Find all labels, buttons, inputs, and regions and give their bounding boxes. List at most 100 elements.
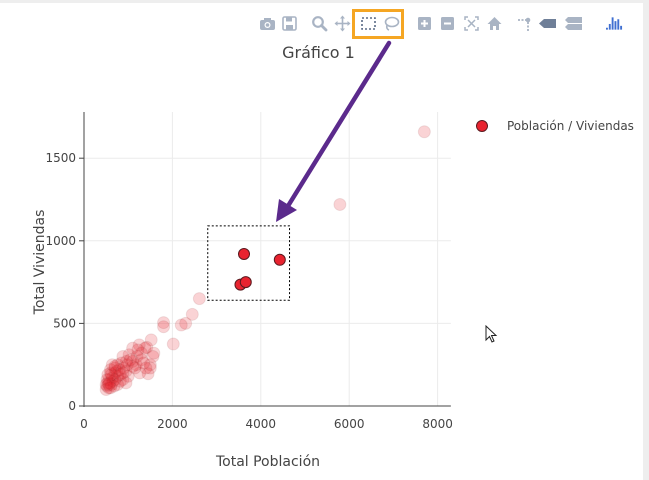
data-point-unselected[interactable] — [113, 368, 127, 382]
data-point-unselected[interactable] — [119, 364, 133, 378]
data-point-unselected[interactable] — [106, 374, 120, 388]
zoom-in-icon — [418, 17, 431, 30]
selection-box[interactable] — [207, 225, 291, 301]
legend-item[interactable]: Población / Viviendas — [470, 116, 634, 136]
data-point-unselected[interactable] — [126, 359, 140, 373]
x-tick-label: 4000 — [246, 417, 277, 431]
data-point-unselected[interactable] — [99, 382, 113, 396]
data-point-unselected[interactable] — [144, 333, 158, 347]
data-point-unselected[interactable] — [101, 368, 115, 382]
zoom-button[interactable] — [311, 15, 328, 32]
home-button[interactable] — [486, 15, 503, 32]
data-point-unselected[interactable] — [128, 361, 142, 375]
plotly-logo-button[interactable] — [606, 15, 623, 32]
data-point-unselected[interactable] — [132, 338, 146, 352]
selection-rectangle[interactable] — [207, 225, 291, 301]
data-point-unselected[interactable] — [166, 337, 180, 351]
data-point-unselected[interactable] — [102, 378, 116, 392]
data-point-unselected[interactable] — [104, 368, 118, 382]
data-point-unselected[interactable] — [133, 366, 147, 380]
data-point-unselected[interactable] — [121, 369, 135, 383]
data-point-unselected[interactable] — [103, 376, 117, 390]
data-point-unselected[interactable] — [119, 354, 133, 368]
data-point-unselected[interactable] — [122, 348, 136, 362]
hover-closest-button[interactable] — [539, 15, 556, 32]
data-point-unselected[interactable] — [192, 292, 206, 306]
data-point-selected[interactable] — [238, 248, 251, 261]
data-point-unselected[interactable] — [143, 361, 157, 375]
spike-lines-icon — [518, 17, 531, 31]
data-point-unselected[interactable] — [134, 353, 148, 367]
data-point-unselected[interactable] — [140, 340, 154, 354]
data-point-unselected[interactable] — [137, 356, 151, 370]
data-point-unselected[interactable] — [131, 343, 145, 357]
zoom-in-button[interactable] — [416, 15, 433, 32]
zoom-out-icon — [441, 17, 454, 30]
data-point-unselected[interactable] — [111, 378, 125, 392]
data-point-unselected[interactable] — [141, 367, 155, 381]
data-point-unselected[interactable] — [111, 358, 125, 372]
data-point-unselected[interactable] — [108, 373, 122, 387]
data-point-unselected[interactable] — [126, 354, 140, 368]
data-point-unselected[interactable] — [104, 381, 118, 395]
data-point-unselected[interactable] — [117, 361, 131, 375]
data-point-unselected[interactable] — [110, 364, 124, 378]
hover-compare-button[interactable] — [565, 15, 582, 32]
data-points[interactable] — [99, 125, 431, 396]
data-point-unselected[interactable] — [100, 379, 114, 393]
lasso-select-button[interactable] — [383, 15, 400, 32]
pan-button[interactable] — [334, 15, 351, 32]
data-point-unselected[interactable] — [101, 376, 115, 390]
data-point-unselected[interactable] — [130, 349, 144, 363]
data-point-unselected[interactable] — [108, 366, 122, 380]
data-point-unselected[interactable] — [102, 381, 116, 395]
data-point-unselected[interactable] — [116, 373, 130, 387]
data-point-selected[interactable] — [239, 276, 252, 289]
data-point-unselected[interactable] — [100, 373, 114, 387]
data-point-unselected[interactable] — [179, 316, 193, 330]
autoscale-button[interactable] — [463, 15, 480, 32]
zoom-out-button[interactable] — [439, 15, 456, 32]
camera-button[interactable] — [259, 15, 276, 32]
y-tick-label: 1000 — [45, 234, 76, 248]
data-point-unselected[interactable] — [99, 378, 113, 392]
data-point-unselected[interactable] — [119, 376, 133, 390]
data-point-unselected[interactable] — [112, 363, 126, 377]
data-point-unselected[interactable] — [105, 358, 119, 372]
save-button[interactable] — [281, 15, 298, 32]
data-point-unselected[interactable] — [129, 358, 143, 372]
data-point-unselected[interactable] — [126, 341, 140, 355]
data-point-selected[interactable] — [273, 253, 286, 266]
data-point-unselected[interactable] — [134, 346, 148, 360]
data-point-unselected[interactable] — [157, 316, 171, 330]
data-point-unselected[interactable] — [104, 378, 118, 392]
data-point-unselected[interactable] — [146, 349, 160, 363]
data-point-unselected[interactable] — [104, 366, 118, 380]
box-select-button[interactable] — [360, 15, 377, 32]
data-point-unselected[interactable] — [116, 349, 130, 363]
legend-marker-icon — [476, 120, 488, 132]
spike-lines-button[interactable] — [517, 15, 534, 32]
data-point-unselected[interactable] — [115, 356, 129, 370]
data-point-unselected[interactable] — [104, 363, 118, 377]
data-point-unselected[interactable] — [333, 197, 347, 211]
data-point-unselected[interactable] — [116, 366, 130, 380]
data-point-unselected[interactable] — [108, 361, 122, 375]
data-point-unselected[interactable] — [113, 374, 127, 388]
data-point-unselected[interactable] — [107, 379, 121, 393]
data-point-unselected[interactable] — [108, 359, 122, 373]
data-point-unselected[interactable] — [102, 373, 116, 387]
data-point-unselected[interactable] — [138, 341, 152, 355]
data-point-unselected[interactable] — [139, 361, 153, 375]
data-point-unselected[interactable] — [157, 320, 171, 334]
data-point-unselected[interactable] — [111, 369, 125, 383]
data-point-unselected[interactable] — [174, 318, 188, 332]
data-point-unselected[interactable] — [417, 125, 431, 139]
data-point-unselected[interactable] — [147, 346, 161, 360]
data-point-unselected[interactable] — [120, 358, 134, 372]
data-point-unselected[interactable] — [143, 358, 157, 372]
data-point-unselected[interactable] — [105, 371, 119, 385]
data-point-unselected[interactable] — [123, 353, 137, 367]
data-point-unselected[interactable] — [185, 307, 199, 321]
